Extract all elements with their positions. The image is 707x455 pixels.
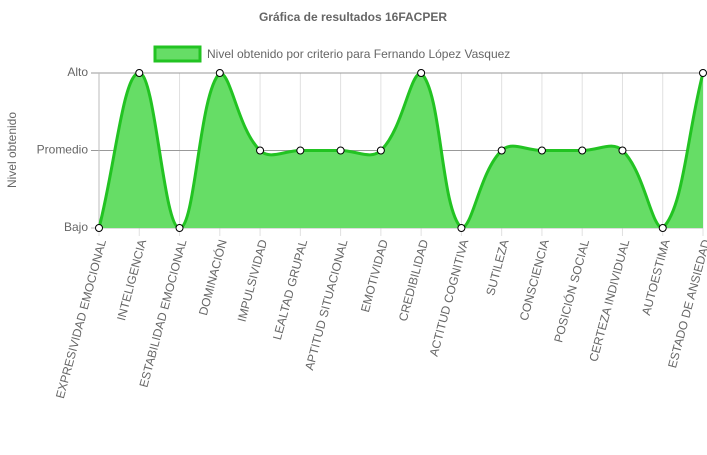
x-tick-label: EMOTIVIDAD bbox=[358, 238, 391, 314]
y-tick-label: Bajo bbox=[64, 220, 88, 234]
x-tick-label: CONSCIENCIA bbox=[517, 238, 552, 322]
point bbox=[215, 69, 224, 77]
point bbox=[537, 146, 546, 155]
point bbox=[699, 69, 707, 77]
legend-label: Nivel obtenido por criterio para Fernand… bbox=[207, 47, 510, 61]
x-tick-label: POSICIÓN SOCIAL bbox=[550, 237, 592, 344]
point bbox=[95, 224, 103, 232]
x-tick-label: ESTADO DE ANSIEDAD bbox=[665, 238, 707, 370]
point bbox=[336, 146, 345, 155]
x-tick-label: AUTOESTIMA bbox=[639, 238, 673, 317]
area bbox=[99, 73, 703, 228]
x-tick-label: EXPRESIVIDAD EMOCIONAL bbox=[53, 238, 109, 400]
x-tick-label: CERTEZA INDIVIDUAL bbox=[586, 238, 632, 363]
y-tick-label: Alto bbox=[67, 65, 88, 79]
x-tick-label: INTELIGENCIA bbox=[114, 238, 149, 322]
x-tick-label: ACTITUD COGNITIVA bbox=[427, 238, 472, 358]
point bbox=[618, 146, 627, 155]
x-tick-label: ESTABILIDAD EMOCIONAL bbox=[137, 238, 190, 389]
y-tick-label: Promedio bbox=[37, 143, 89, 157]
x-tick-label: CREDIBILIDAD bbox=[396, 238, 431, 323]
point bbox=[658, 224, 667, 232]
point bbox=[175, 224, 184, 232]
y-axis-title: Nivel obtenido bbox=[5, 112, 19, 188]
x-tick-label: LEALTAD GRUPAL bbox=[270, 238, 310, 342]
x-tick-label: IMPULSIVIDAD bbox=[235, 238, 271, 324]
point bbox=[256, 146, 265, 155]
point bbox=[376, 146, 385, 155]
point bbox=[457, 224, 466, 232]
point bbox=[578, 146, 587, 155]
point bbox=[497, 146, 506, 155]
point bbox=[296, 146, 305, 155]
x-tick-label: APTITUD SITUACIONAL bbox=[302, 238, 350, 372]
x-tick-label: DOMINACIÓN bbox=[195, 238, 230, 317]
legend-swatch bbox=[153, 45, 202, 63]
point bbox=[417, 69, 426, 77]
chart-title: Gráfica de resultados 16FACPER bbox=[259, 10, 447, 24]
x-tick-label: SUTILEZA bbox=[483, 238, 511, 297]
point bbox=[135, 69, 144, 77]
